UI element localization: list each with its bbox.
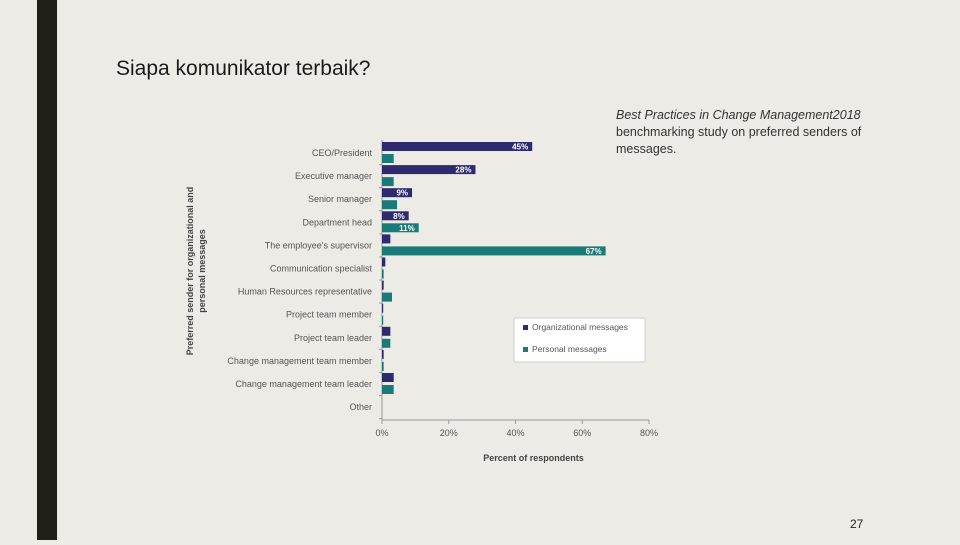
caption-text: benchmarking study on preferred senders … [616, 125, 862, 156]
data-label-personal: 67% [586, 247, 602, 256]
legend-swatch [523, 325, 528, 330]
bar-organizational [382, 257, 386, 267]
bar-organizational [382, 234, 391, 244]
bar-organizational [382, 326, 391, 336]
bar-organizational [382, 373, 394, 382]
bar-personal [382, 223, 419, 233]
category-label: Change management team member [227, 356, 372, 366]
bar-personal [382, 292, 393, 302]
category-label: Senior manager [308, 194, 372, 204]
bar-personal [382, 269, 384, 279]
category-label: Communication specialist [270, 264, 373, 274]
x-tick-label: 0% [375, 428, 388, 438]
category-label: Project team member [286, 310, 372, 320]
bar-organizational [382, 349, 384, 359]
x-tick-label: 60% [573, 428, 591, 438]
slide-title: Siapa komunikator terbaik? [116, 57, 371, 80]
legend-swatch [523, 347, 528, 352]
caption-source-title: Best Practices in Change Management2018 [616, 108, 861, 122]
legend-label: Personal messages [532, 344, 607, 354]
x-tick-label: 80% [640, 428, 658, 438]
data-label-personal: 11% [399, 224, 415, 233]
data-label-organizational: 8% [393, 212, 405, 221]
y-axis-title-line1: Preferred sender for organizational and [185, 187, 195, 356]
bar-personal [382, 385, 394, 394]
category-label: Other [349, 402, 372, 412]
x-axis-title: Percent of respondents [483, 453, 584, 463]
bar-personal [382, 246, 606, 256]
x-tick-label: 40% [506, 428, 524, 438]
y-axis-title-line2: personal messages [197, 229, 207, 313]
page-number: 27 [850, 517, 864, 531]
bar-personal [382, 315, 384, 325]
data-label-organizational: 45% [512, 143, 528, 152]
bar-organizational [382, 280, 384, 290]
data-label-organizational: 28% [455, 166, 471, 175]
category-label: Department head [302, 217, 372, 227]
legend-box [513, 317, 646, 363]
side-accent-bar [37, 0, 57, 540]
legend-label: Organizational messages [532, 322, 628, 332]
category-label: Project team leader [294, 333, 372, 343]
x-tick-label: 20% [440, 428, 458, 438]
bar-personal [382, 361, 384, 371]
category-label: Change management team leader [235, 379, 372, 389]
category-label: CEO/President [312, 148, 373, 158]
category-label: The employee's supervisor [265, 240, 372, 250]
bar-organizational [382, 211, 409, 221]
data-label-organizational: 9% [396, 189, 408, 198]
bar-personal [382, 200, 398, 210]
bar-organizational [382, 188, 413, 198]
category-label: Human Resources representative [238, 287, 372, 297]
bar-organizational [382, 303, 384, 313]
bar-organizational [382, 165, 476, 175]
source-caption: Best Practices in Change Management2018 … [616, 107, 906, 158]
category-label: Executive manager [295, 171, 372, 181]
bar-personal [382, 177, 394, 187]
bar-personal [382, 154, 394, 163]
bar-personal [382, 338, 391, 348]
bar-organizational [382, 142, 533, 151]
